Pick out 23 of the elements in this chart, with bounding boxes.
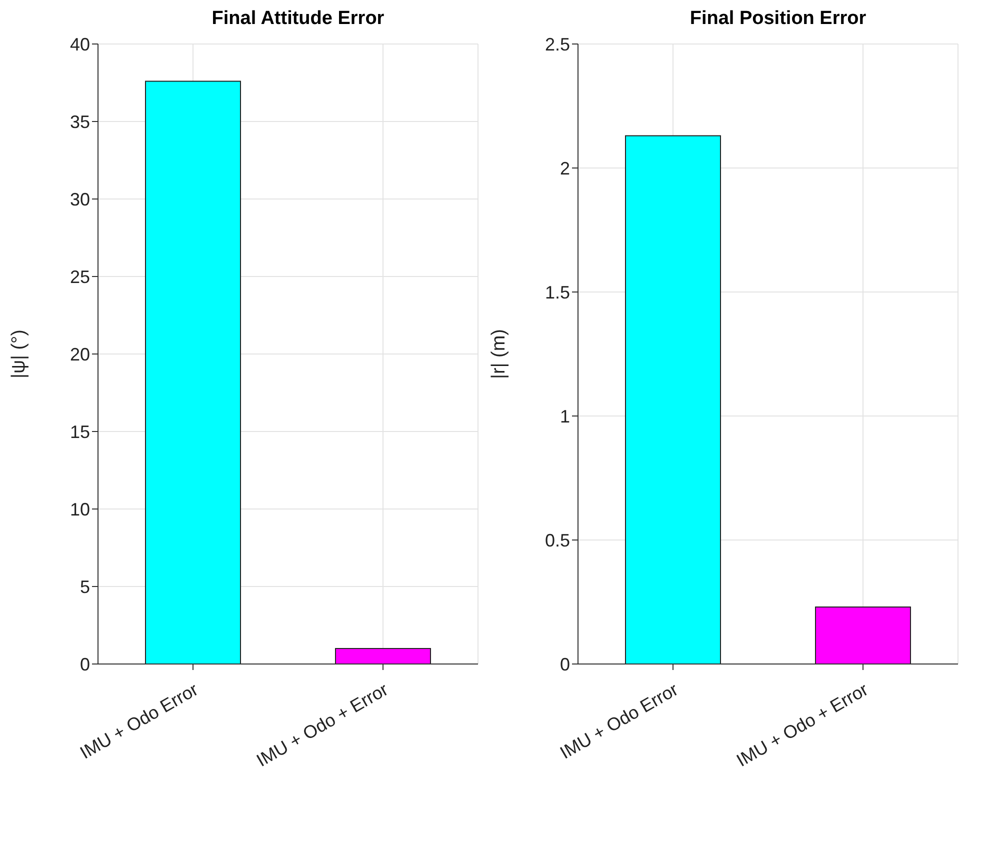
chart-title: Final Position Error [688, 8, 868, 31]
y-tick-label: 2.5 [544, 34, 570, 54]
chart-title: Final Attitude Error [210, 8, 386, 31]
y-tick-label: 1.5 [544, 282, 570, 302]
y-tick-label: 0.5 [544, 530, 570, 550]
y-tick-label: 0 [560, 654, 570, 674]
y-tick-label: 1 [560, 406, 570, 426]
y-tick-label: 35 [70, 112, 90, 132]
y-tick-label: 20 [70, 344, 90, 364]
y-axis-title: |r| (m) [488, 329, 510, 379]
y-axis-title: |ψ| (°) [8, 330, 30, 378]
y-tick-label: 40 [70, 34, 90, 54]
y-tick-label: 30 [70, 189, 90, 210]
x-tick-label: IMU + Odo Error [76, 679, 202, 763]
x-tick-label: IMU + Odo + Error [733, 679, 872, 771]
y-tick-label: 15 [70, 422, 90, 442]
x-tick-label: IMU + Odo Error [556, 679, 682, 763]
x-tick-label: IMU + Odo + Error [253, 679, 392, 771]
y-tick-label: 2 [560, 158, 570, 178]
y-tick-label: 25 [70, 266, 90, 287]
y-tick-label: 5 [80, 576, 90, 597]
y-tick-label: 0 [80, 654, 90, 674]
y-tick-label: 10 [70, 499, 90, 520]
